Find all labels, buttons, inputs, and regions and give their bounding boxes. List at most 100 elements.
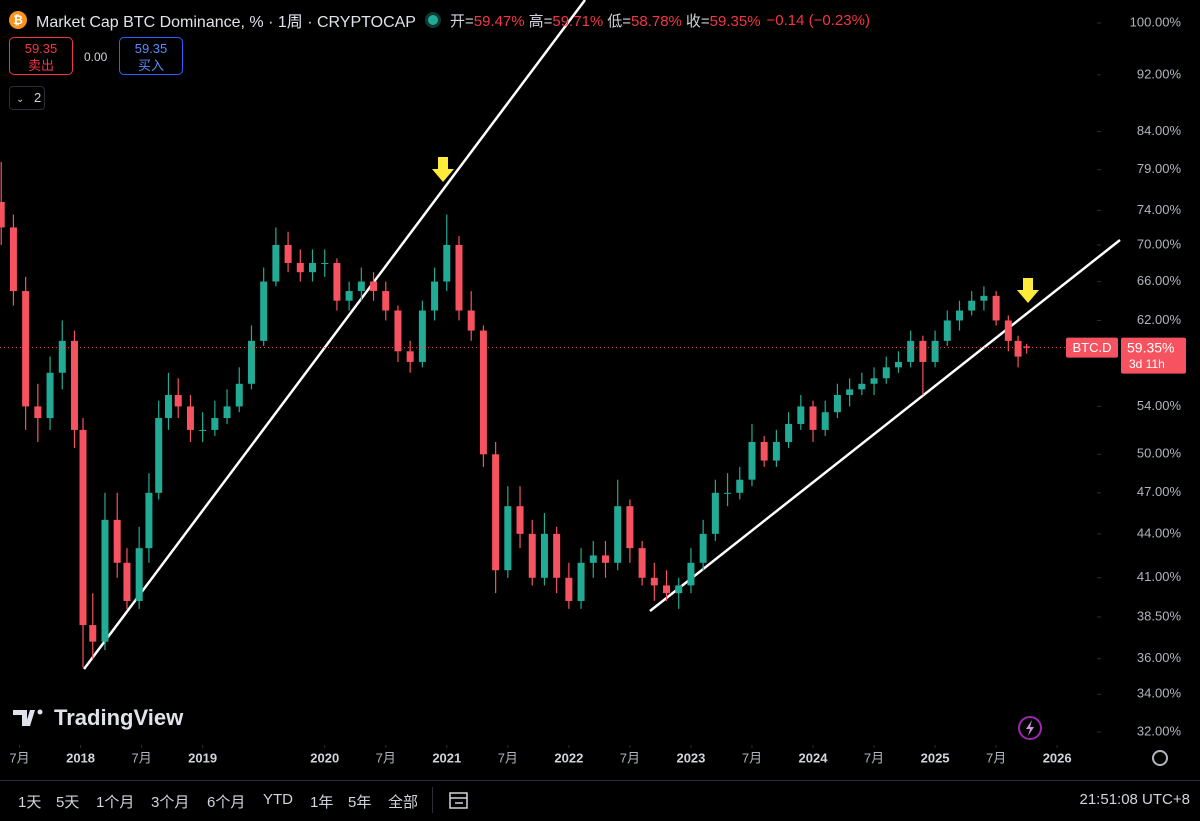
x-tick-label: 7月: [498, 750, 518, 765]
alert-icon[interactable]: [1018, 716, 1042, 740]
candle-body: [309, 262, 317, 273]
countdown-text: 3d 11h: [1129, 357, 1165, 371]
range-button[interactable]: 6个月: [207, 794, 246, 811]
candle-body: [406, 351, 414, 362]
symbol-title[interactable]: Market Cap BTC Dominance, % · 1周 · CRYPT…: [36, 14, 416, 31]
x-tick-label: 7月: [131, 750, 151, 765]
candle-body: [382, 291, 390, 311]
ohlc-key: 高=: [528, 12, 553, 30]
candle-body: [394, 310, 402, 352]
candle-body: [1023, 346, 1031, 348]
candle-body: [70, 340, 78, 430]
candle-body: [980, 295, 988, 301]
candle-body: [992, 295, 1000, 321]
candle-body: [760, 441, 768, 461]
range-button[interactable]: 5年: [348, 794, 372, 811]
ohlc-value: 58.78%: [631, 12, 682, 30]
x-tick-label: 7月: [620, 750, 640, 765]
candle-body: [540, 533, 548, 578]
y-tick-label: 41.00%: [1137, 569, 1182, 584]
candle-body: [833, 394, 841, 413]
candle-body: [101, 519, 109, 642]
candle-body: [135, 548, 143, 601]
x-tick-label: 7月: [376, 750, 396, 765]
candle-body: [296, 262, 304, 273]
settings-icon[interactable]: [1152, 750, 1168, 766]
y-tick-label: 38.50%: [1137, 608, 1182, 623]
y-tick-label: 62.00%: [1137, 312, 1182, 327]
candle-body: [638, 548, 646, 578]
chart: TradingView 100.00% 92.00% 84.00% 79.00% 74.…: [0, 0, 1186, 766]
candle-body: [145, 492, 153, 549]
x-tick-label: 2019: [188, 750, 217, 765]
clock[interactable]: 21:51:08 UTC+8: [1079, 791, 1191, 808]
candle-body: [675, 585, 683, 594]
range-button[interactable]: 3个月: [151, 794, 190, 811]
arrow-marker: [1017, 278, 1039, 303]
y-tick-label: 79.00%: [1137, 161, 1182, 176]
candle-body: [748, 441, 756, 480]
y-tick-label: 70.00%: [1137, 236, 1182, 251]
candle-body: [894, 361, 902, 368]
candle-body: [504, 506, 512, 571]
x-tick-label: 2021: [432, 750, 461, 765]
candle-body: [284, 244, 292, 263]
range-button[interactable]: 5天: [56, 794, 80, 811]
buy-label: 买入: [137, 58, 164, 73]
candle-body: [882, 367, 890, 379]
candle-body: [711, 492, 719, 534]
x-tick-label: 2025: [921, 750, 950, 765]
x-tick-label: 2018: [66, 750, 95, 765]
arrow-marker: [432, 157, 454, 182]
candle-body: [907, 340, 915, 362]
candle-body: [357, 281, 365, 292]
candle-body: [565, 577, 573, 601]
indicator-count: 2: [34, 90, 42, 105]
candle-body: [492, 454, 500, 571]
candle-body: [164, 394, 172, 419]
candle-body: [1014, 340, 1022, 357]
separator: [432, 787, 433, 813]
candle-body: [34, 406, 42, 419]
watermark-logo: [13, 710, 35, 726]
y-tick-label: 54.00%: [1137, 398, 1182, 413]
candle-body: [516, 506, 524, 534]
candle-body: [89, 625, 97, 642]
candle-body: [772, 441, 780, 461]
candle-body: [699, 533, 707, 563]
buy-button[interactable]: 59.35 买入: [119, 37, 183, 75]
sell-price: 59.35: [24, 41, 58, 56]
ohlc-key: 低=: [607, 12, 632, 30]
candle-body: [846, 389, 854, 395]
drawings: [82, 0, 1121, 670]
candle-body: [333, 262, 341, 301]
y-tick-label: 47.00%: [1137, 484, 1182, 499]
candle-body: [431, 281, 439, 311]
range-button[interactable]: 1天: [18, 794, 42, 811]
bottom-toolbar: 1天 5天 1个月 3个月 6个月 YTD 1年 5年 全部 21:51:08 UTC+8: [0, 780, 1200, 821]
price-tag-text: 59.35%: [1127, 339, 1174, 355]
candle-body: [797, 406, 805, 424]
sell-button[interactable]: 59.35 卖出: [9, 37, 73, 75]
candle-body: [186, 406, 194, 430]
y-tick-label: 36.00%: [1137, 650, 1182, 665]
candle-body: [919, 340, 927, 362]
calendar-icon[interactable]: [448, 789, 470, 811]
range-button[interactable]: 全部: [388, 794, 419, 811]
range-button[interactable]: YTD: [263, 791, 293, 808]
range-button[interactable]: 1年: [310, 794, 334, 811]
buy-price: 59.35: [134, 41, 168, 56]
y-tick-label: 32.00%: [1137, 723, 1182, 738]
x-tick-label: 7月: [742, 750, 762, 765]
chevron: ⌄: [16, 94, 25, 105]
candle-body: [443, 244, 451, 282]
candle-body: [858, 383, 866, 390]
candle-body: [943, 320, 951, 341]
indicator-toggle[interactable]: ⌄ 2: [9, 86, 45, 110]
watermark: TradingView: [13, 705, 184, 730]
candle-body: [272, 244, 280, 282]
range-button[interactable]: 1个月: [96, 794, 135, 811]
candle-body: [223, 406, 231, 419]
candle-body: [22, 291, 30, 407]
